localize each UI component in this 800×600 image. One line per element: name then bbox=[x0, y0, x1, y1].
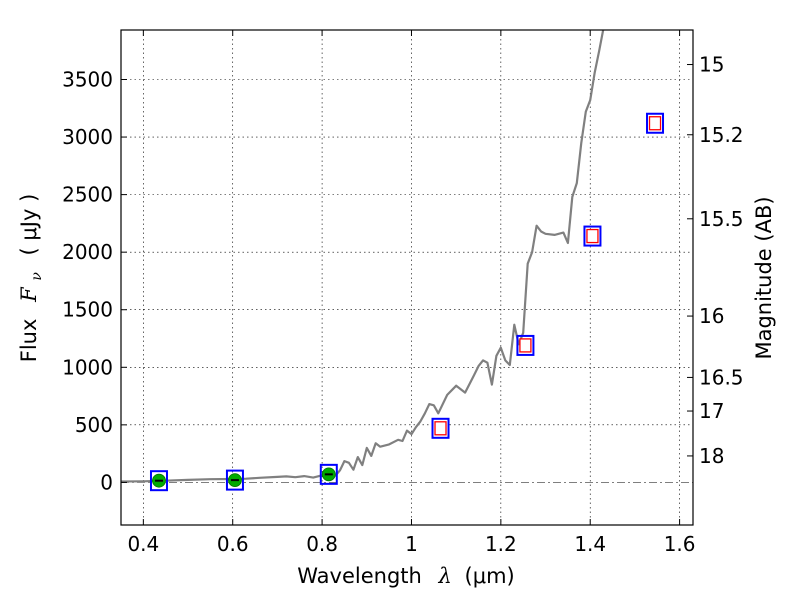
x-tick-label: 1 bbox=[405, 532, 418, 556]
red-square-marker bbox=[434, 421, 447, 436]
blue-square-marker bbox=[583, 225, 602, 247]
x-tick-label: 1.2 bbox=[485, 532, 517, 556]
y-tick-label: 1500 bbox=[62, 298, 113, 322]
red-square-marker bbox=[648, 116, 662, 131]
x-axis-label-unit: (μm) bbox=[465, 564, 515, 588]
y-tick-label: 2000 bbox=[62, 240, 113, 264]
blue-square-markers bbox=[149, 112, 665, 492]
x-axis-label: Wavelength λ (μm) bbox=[297, 564, 514, 588]
blue-square-marker bbox=[319, 463, 338, 485]
blue-square-marker bbox=[431, 417, 450, 439]
blue-square-marker bbox=[149, 470, 168, 492]
y-tick-label: 2500 bbox=[62, 183, 113, 207]
green-circle-markers bbox=[152, 467, 336, 488]
x-tick-label: 1.6 bbox=[664, 532, 696, 556]
x-axis-label-text: Wavelength bbox=[297, 564, 422, 588]
y2-tick-label: 18 bbox=[699, 444, 724, 468]
y-axis-label: Flux F ν ( μJy ) bbox=[17, 194, 46, 363]
plot-frame bbox=[120, 29, 694, 526]
y2-tick-label: 15.5 bbox=[699, 207, 744, 231]
ticks: 0.4 0.6 0.8 1 1.2 1.4 1.6 0 500 1000 1500 2000 2500 3… bbox=[62, 30, 744, 556]
y-tick-label: 3500 bbox=[62, 68, 113, 92]
y-tick-label: 3000 bbox=[62, 125, 113, 149]
blue-square-marker bbox=[225, 469, 244, 491]
y-axis-label-subscript: ν bbox=[29, 272, 45, 281]
x-tick-label: 1.4 bbox=[574, 532, 606, 556]
x-tick-label: 0.4 bbox=[127, 532, 159, 556]
y-axis-label-symbol: F bbox=[17, 286, 41, 303]
y-axis-label-unit: ( μJy ) bbox=[17, 194, 41, 256]
spectrum-line bbox=[121, 30, 605, 483]
x-tick-label: 0.8 bbox=[306, 532, 338, 556]
blue-square-marker bbox=[646, 112, 665, 134]
x-axis-label-symbol: λ bbox=[438, 564, 452, 588]
grid bbox=[121, 30, 693, 525]
blue-square-marker bbox=[516, 334, 535, 356]
y2-tick-label: 16 bbox=[699, 304, 724, 328]
y-axis-label-text: Flux bbox=[17, 319, 41, 363]
y2-tick-label: 16.5 bbox=[699, 365, 744, 389]
red-square-marker bbox=[519, 338, 532, 353]
y-tick-label: 0 bbox=[100, 470, 113, 494]
y2-tick-label: 15.2 bbox=[699, 123, 744, 147]
x-tick-label: 0.6 bbox=[217, 532, 249, 556]
y2-axis-label: Magnitude (AB) bbox=[752, 196, 776, 359]
y-tick-label: 500 bbox=[75, 413, 113, 437]
y-tick-label: 1000 bbox=[62, 355, 113, 379]
y2-tick-label: 15 bbox=[699, 53, 724, 77]
red-square-markers bbox=[434, 116, 662, 436]
y2-tick-label: 17 bbox=[699, 399, 724, 423]
red-square-marker bbox=[586, 228, 599, 244]
